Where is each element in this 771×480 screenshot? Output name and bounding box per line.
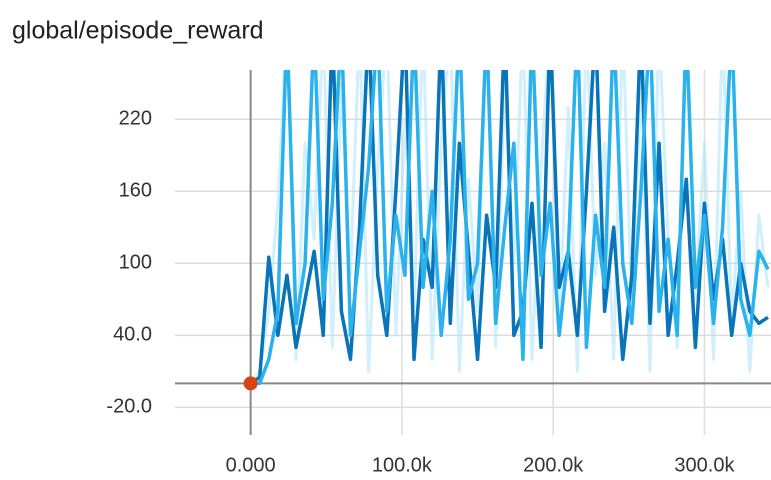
y-tick-label: -20.0 (106, 396, 152, 418)
plot (249, 70, 770, 386)
series-line (249, 70, 769, 385)
y-tick-label: 160 (119, 180, 152, 202)
y-tick-label: 100 (119, 252, 152, 274)
x-tick-label: 200.0k (523, 454, 584, 476)
chart-title: global/episode_reward (12, 17, 264, 45)
series-line (250, 70, 770, 386)
x-tick-label: 300.0k (674, 454, 735, 476)
y-tick-label: 220 (119, 108, 152, 130)
y-tick-label: 40.0 (113, 324, 152, 346)
x-tick-label: 100.0k (372, 454, 433, 476)
highlight-point (243, 376, 258, 391)
x-tick-label: 0.000 (226, 454, 276, 476)
